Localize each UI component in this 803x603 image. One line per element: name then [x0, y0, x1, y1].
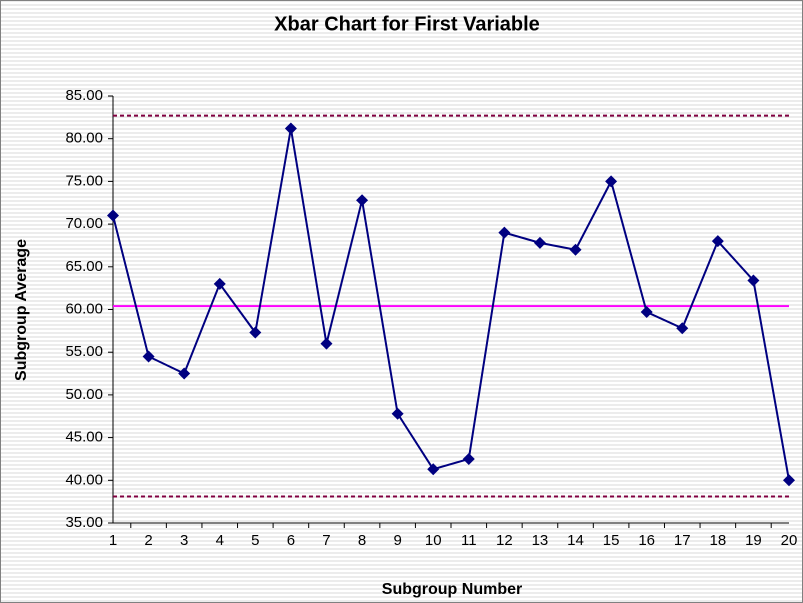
- x-tick-label: 8: [358, 532, 366, 549]
- marker: [676, 322, 689, 335]
- y-tick-label: 65.00: [65, 258, 103, 275]
- marker: [747, 274, 760, 287]
- chart-title: Xbar Chart for First Variable: [274, 13, 540, 35]
- y-axis-title: Subgroup Average: [13, 239, 30, 381]
- x-tick-label: 12: [496, 532, 513, 549]
- marker: [711, 235, 724, 248]
- marker: [569, 243, 582, 256]
- x-axis-title: Subgroup Number: [382, 581, 522, 598]
- marker: [605, 175, 618, 188]
- x-tick-label: 17: [674, 532, 691, 549]
- marker: [213, 277, 226, 290]
- x-tick-label: 7: [322, 532, 330, 549]
- marker: [178, 367, 191, 380]
- y-tick-label: 75.00: [65, 172, 103, 189]
- marker: [533, 236, 546, 249]
- marker: [783, 474, 795, 487]
- x-tick-label: 1: [109, 532, 117, 549]
- y-tick-label: 80.00: [65, 130, 103, 147]
- x-tick-label: 16: [638, 532, 655, 549]
- y-tick-label: 40.00: [65, 471, 103, 488]
- x-tick-label: 3: [180, 532, 188, 549]
- marker: [284, 122, 297, 135]
- y-tick-label: 60.00: [65, 300, 103, 317]
- x-tick-label: 5: [251, 532, 259, 549]
- x-tick-label: 10: [425, 532, 442, 549]
- marker: [107, 209, 119, 222]
- marker: [427, 463, 440, 476]
- marker: [462, 452, 475, 465]
- x-tick-label: 11: [461, 532, 477, 549]
- y-tick-label: 85.00: [65, 87, 103, 104]
- marker: [142, 350, 155, 363]
- x-tick-label: 4: [216, 532, 224, 549]
- x-tick-label: 9: [393, 532, 401, 549]
- x-tick-label: 13: [532, 532, 549, 549]
- marker: [498, 226, 511, 239]
- y-tick-label: 35.00: [65, 514, 103, 531]
- x-tick-label: 14: [567, 532, 584, 549]
- x-tick-label: 15: [603, 532, 620, 549]
- x-tick-label: 20: [781, 532, 798, 549]
- x-tick-label: 2: [144, 532, 152, 549]
- marker: [391, 407, 404, 420]
- y-tick-label: 55.00: [65, 343, 103, 360]
- series-line: [112, 128, 790, 481]
- marker: [640, 306, 653, 319]
- y-tick-label: 70.00: [65, 215, 103, 232]
- marker: [249, 326, 262, 339]
- plot-area: [113, 96, 789, 523]
- x-tick-label: 6: [287, 532, 295, 549]
- x-tick-label: 19: [745, 532, 762, 549]
- y-tick-label: 50.00: [65, 386, 103, 403]
- y-tick-label: 45.00: [65, 429, 103, 446]
- x-tick-label: 18: [709, 532, 726, 549]
- marker: [356, 194, 369, 207]
- marker: [320, 337, 333, 350]
